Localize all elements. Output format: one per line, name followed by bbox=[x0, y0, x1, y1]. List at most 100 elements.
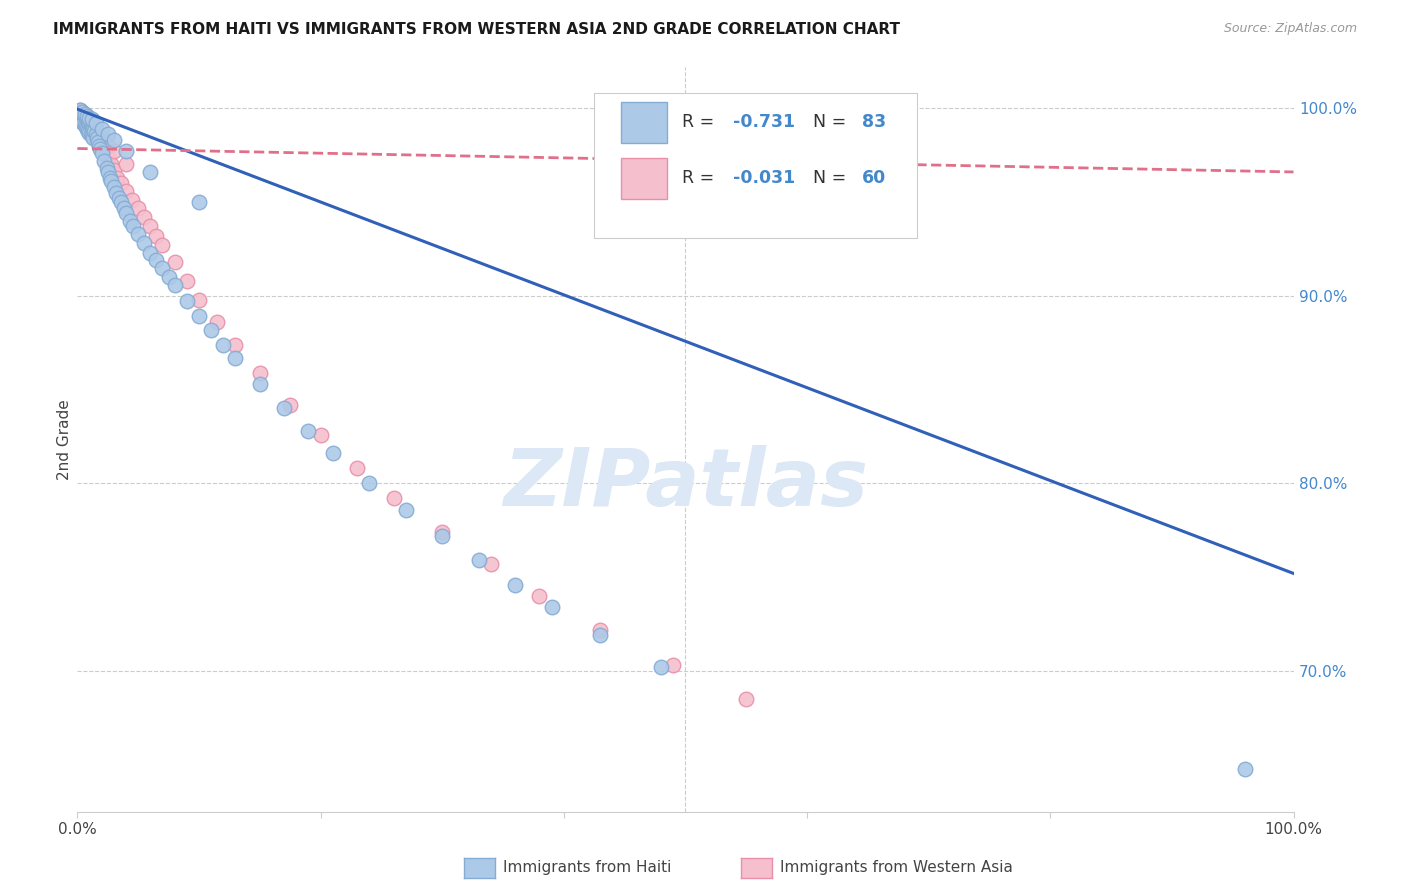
Text: IMMIGRANTS FROM HAITI VS IMMIGRANTS FROM WESTERN ASIA 2ND GRADE CORRELATION CHAR: IMMIGRANTS FROM HAITI VS IMMIGRANTS FROM… bbox=[53, 22, 900, 37]
Point bbox=[76, 109, 98, 123]
Point bbox=[127, 227, 149, 241]
Point bbox=[84, 116, 107, 130]
Point bbox=[80, 118, 103, 132]
Point bbox=[297, 424, 319, 438]
Point bbox=[432, 525, 454, 540]
Text: 60: 60 bbox=[862, 169, 886, 187]
Point bbox=[80, 120, 103, 134]
Point bbox=[84, 124, 107, 138]
Point bbox=[79, 116, 101, 130]
Point bbox=[96, 161, 118, 176]
Point bbox=[115, 157, 138, 171]
Point bbox=[75, 111, 97, 125]
Point bbox=[176, 274, 198, 288]
Point bbox=[110, 176, 132, 190]
Point bbox=[84, 128, 107, 142]
Point bbox=[77, 124, 100, 138]
Point bbox=[75, 120, 97, 134]
FancyBboxPatch shape bbox=[621, 158, 668, 199]
Point bbox=[76, 121, 98, 136]
Point bbox=[212, 337, 235, 351]
Point bbox=[145, 253, 167, 268]
Point bbox=[115, 206, 138, 220]
Point bbox=[86, 126, 108, 140]
Point bbox=[70, 114, 93, 128]
Point bbox=[540, 600, 562, 615]
Point bbox=[273, 401, 295, 416]
FancyBboxPatch shape bbox=[595, 93, 917, 238]
Point bbox=[103, 145, 125, 159]
Text: N =: N = bbox=[813, 113, 852, 131]
Point bbox=[107, 191, 129, 205]
Point bbox=[188, 293, 211, 307]
Point bbox=[79, 111, 101, 125]
Point bbox=[83, 124, 105, 138]
Point bbox=[80, 118, 103, 132]
Point bbox=[309, 427, 332, 442]
Point bbox=[69, 109, 91, 123]
Point bbox=[87, 135, 110, 149]
Point bbox=[93, 153, 115, 168]
Point bbox=[73, 107, 96, 121]
Point bbox=[97, 138, 120, 153]
Point bbox=[100, 157, 122, 171]
Text: -0.731: -0.731 bbox=[733, 113, 794, 131]
Point bbox=[97, 165, 120, 179]
Point bbox=[90, 121, 112, 136]
Point bbox=[89, 129, 111, 144]
Point bbox=[100, 174, 122, 188]
Point bbox=[90, 138, 112, 153]
Point bbox=[127, 201, 149, 215]
Point bbox=[70, 104, 93, 119]
Point bbox=[89, 143, 111, 157]
Point bbox=[70, 111, 93, 125]
Point bbox=[704, 148, 727, 162]
Point bbox=[98, 170, 121, 185]
Point bbox=[224, 351, 246, 365]
Point bbox=[650, 660, 672, 674]
Point bbox=[224, 337, 246, 351]
Point bbox=[82, 131, 104, 145]
Point bbox=[103, 163, 125, 178]
Text: Immigrants from Haiti: Immigrants from Haiti bbox=[503, 861, 672, 875]
Point bbox=[73, 109, 96, 123]
Point bbox=[79, 114, 101, 128]
Point bbox=[73, 112, 96, 127]
Point bbox=[86, 131, 108, 145]
Point bbox=[122, 219, 145, 234]
Point bbox=[662, 658, 685, 673]
Point bbox=[134, 210, 156, 224]
Text: R =: R = bbox=[682, 169, 720, 187]
Point bbox=[157, 270, 180, 285]
Point bbox=[69, 103, 91, 117]
Point bbox=[70, 104, 93, 119]
Point bbox=[139, 219, 162, 234]
Point bbox=[152, 238, 174, 252]
Point bbox=[110, 194, 132, 209]
Point bbox=[205, 315, 228, 329]
Point bbox=[249, 376, 271, 391]
Point bbox=[735, 692, 758, 706]
Point bbox=[90, 146, 112, 161]
Point bbox=[72, 107, 94, 121]
Point bbox=[103, 180, 125, 194]
Point bbox=[145, 228, 167, 243]
Point bbox=[70, 112, 93, 127]
Point bbox=[77, 114, 100, 128]
Point bbox=[76, 109, 98, 123]
Point bbox=[84, 131, 107, 145]
Text: Source: ZipAtlas.com: Source: ZipAtlas.com bbox=[1223, 22, 1357, 36]
Point bbox=[69, 111, 91, 125]
Text: R =: R = bbox=[682, 113, 720, 131]
Point bbox=[163, 277, 186, 292]
Point bbox=[118, 213, 141, 227]
Point bbox=[80, 124, 103, 138]
Point bbox=[80, 128, 103, 142]
Point bbox=[139, 245, 162, 260]
Point bbox=[70, 109, 93, 123]
Point bbox=[359, 476, 381, 491]
Point bbox=[107, 170, 129, 185]
Point bbox=[97, 150, 120, 164]
Point bbox=[67, 104, 90, 119]
Point bbox=[134, 236, 156, 251]
